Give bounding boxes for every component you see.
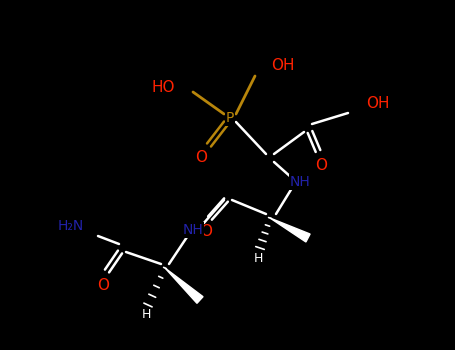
Text: H: H: [142, 308, 151, 322]
Text: H: H: [253, 252, 263, 265]
Text: O: O: [200, 224, 212, 239]
Text: O: O: [315, 158, 327, 173]
Polygon shape: [165, 268, 203, 303]
Polygon shape: [270, 218, 310, 242]
Text: NH: NH: [290, 175, 310, 189]
Text: HO: HO: [152, 80, 175, 96]
Text: OH: OH: [366, 96, 389, 111]
Text: P: P: [226, 111, 234, 125]
Text: NH: NH: [182, 223, 203, 237]
Text: H₂N: H₂N: [58, 219, 84, 233]
Text: OH: OH: [271, 58, 294, 74]
Text: O: O: [195, 150, 207, 166]
Text: O: O: [97, 278, 109, 293]
